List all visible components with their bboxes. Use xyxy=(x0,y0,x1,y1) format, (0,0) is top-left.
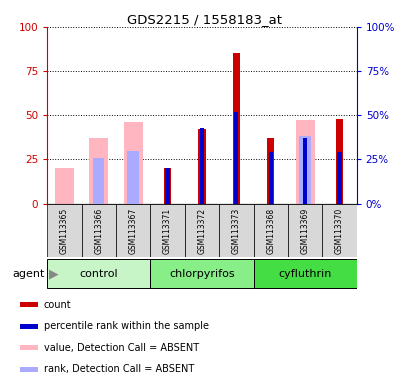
Bar xyxy=(199,127,204,204)
Text: GSM113367: GSM113367 xyxy=(128,208,137,254)
Text: chlorpyrifos: chlorpyrifos xyxy=(169,268,234,279)
Text: GSM113371: GSM113371 xyxy=(163,208,172,254)
Bar xyxy=(116,204,150,257)
Bar xyxy=(299,136,310,204)
Bar xyxy=(20,367,38,372)
Text: count: count xyxy=(43,300,71,310)
Bar xyxy=(81,204,116,257)
Bar xyxy=(232,53,240,204)
Bar xyxy=(218,204,253,257)
Bar xyxy=(165,168,169,204)
Bar xyxy=(295,121,314,204)
Text: GDS2215 / 1558183_at: GDS2215 / 1558183_at xyxy=(127,13,282,26)
Bar xyxy=(20,345,38,350)
Bar xyxy=(302,138,306,204)
Text: GSM113366: GSM113366 xyxy=(94,208,103,254)
Bar xyxy=(253,204,287,257)
Text: rank, Detection Call = ABSENT: rank, Detection Call = ABSENT xyxy=(43,364,193,374)
Bar xyxy=(268,152,272,204)
Bar xyxy=(47,204,81,257)
Text: control: control xyxy=(79,268,118,279)
Text: agent: agent xyxy=(13,268,45,279)
Text: GSM113369: GSM113369 xyxy=(300,208,309,254)
Bar xyxy=(20,324,38,329)
Text: GSM113370: GSM113370 xyxy=(334,208,343,254)
Bar xyxy=(20,302,38,307)
Text: GSM113373: GSM113373 xyxy=(231,208,240,254)
Text: value, Detection Call = ABSENT: value, Detection Call = ABSENT xyxy=(43,343,198,353)
Bar xyxy=(266,138,274,204)
Text: percentile rank within the sample: percentile rank within the sample xyxy=(43,321,208,331)
Text: GSM113368: GSM113368 xyxy=(265,208,274,254)
Text: GSM113365: GSM113365 xyxy=(60,208,69,254)
Bar xyxy=(150,259,253,288)
Bar xyxy=(55,168,74,204)
Text: GSM113372: GSM113372 xyxy=(197,208,206,254)
Bar xyxy=(89,138,108,204)
Bar xyxy=(47,259,150,288)
Bar xyxy=(150,204,184,257)
Bar xyxy=(337,152,341,204)
Bar xyxy=(127,151,139,204)
Text: ▶: ▶ xyxy=(49,267,58,280)
Bar xyxy=(287,204,321,257)
Bar xyxy=(335,119,342,204)
Bar xyxy=(321,204,356,257)
Bar xyxy=(234,112,238,204)
Bar xyxy=(184,204,218,257)
Bar xyxy=(93,157,104,204)
Text: cyfluthrin: cyfluthrin xyxy=(278,268,331,279)
Bar xyxy=(163,168,171,204)
Bar xyxy=(253,259,356,288)
Bar xyxy=(124,122,142,204)
Bar xyxy=(198,129,205,204)
